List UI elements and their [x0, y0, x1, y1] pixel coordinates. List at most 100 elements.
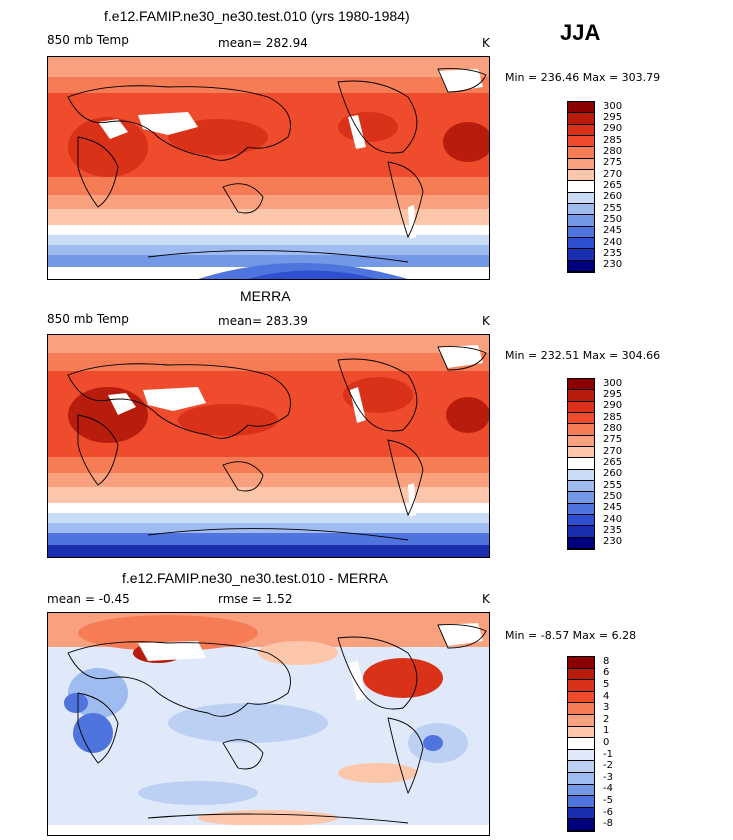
colorbar-swatch — [568, 390, 594, 402]
colorbar-swatch — [568, 469, 594, 481]
colorbar-swatch — [568, 181, 594, 193]
colorbar-swatch — [568, 515, 594, 527]
panel3-min-max: Min = -8.57 Max = 6.28 — [505, 629, 637, 642]
colorbar-tick-label: -4 — [603, 783, 613, 795]
colorbar-tick-label: -5 — [603, 795, 613, 806]
colorbar-swatch — [568, 773, 594, 785]
colorbar-swatch — [568, 102, 594, 114]
panel2-variable-label: 850 mb Temp — [47, 312, 129, 326]
colorbar-tick-label: 275 — [603, 434, 623, 446]
colorbar-swatch — [568, 113, 594, 125]
colorbar-swatch — [568, 691, 594, 704]
colorbar-swatch — [568, 147, 594, 159]
colorbar-swatch — [568, 761, 594, 773]
panel1-colorbar — [567, 101, 595, 273]
panel2-colorbar — [567, 378, 595, 550]
panel3-colorbar — [567, 656, 595, 832]
panel2-units-label: K — [482, 314, 490, 328]
colorbar-tick-label: -6 — [603, 806, 613, 818]
colorbar-swatch — [568, 401, 594, 413]
panel3-map — [47, 612, 490, 836]
colorbar-tick-label: 6 — [603, 667, 610, 679]
panel2-map — [47, 334, 490, 558]
colorbar-swatch — [568, 503, 594, 515]
colorbar-tick-label: 270 — [603, 168, 623, 180]
colorbar-tick-label: 275 — [603, 157, 623, 169]
colorbar-swatch — [568, 703, 594, 715]
colorbar-tick-label: 265 — [603, 180, 623, 191]
colorbar-swatch — [568, 807, 594, 820]
colorbar-swatch — [568, 537, 594, 549]
panel1-map — [47, 56, 490, 280]
colorbar-tick-label: 290 — [603, 400, 623, 412]
colorbar-swatch — [568, 738, 594, 750]
colorbar-swatch — [568, 215, 594, 227]
colorbar-swatch — [568, 379, 594, 391]
panel3-title: f.e12.FAMIP.ne30_ne30.test.010 - MERRA — [122, 570, 388, 586]
colorbar-swatch — [568, 481, 594, 493]
colorbar-swatch — [568, 192, 594, 204]
colorbar-tick-label: 245 — [603, 502, 623, 514]
colorbar-swatch — [568, 715, 594, 727]
colorbar-tick-label: 300 — [603, 377, 623, 389]
panel1-min-max: Min = 236.46 Max = 303.79 — [505, 71, 661, 84]
colorbar-tick-label: 250 — [603, 214, 623, 225]
colorbar-tick-label: -3 — [603, 771, 613, 783]
colorbar-tick-label: -1 — [603, 748, 613, 760]
colorbar-tick-label: 230 — [603, 259, 623, 271]
colorbar-tick-label: 245 — [603, 225, 623, 237]
panel1-mean-label: mean= 282.94 — [218, 36, 308, 50]
colorbar-tick-label: 250 — [603, 491, 623, 502]
colorbar-tick-label: 290 — [603, 123, 623, 135]
panel3-rmse-label: rmse = 1.52 — [218, 592, 293, 606]
colorbar-tick-label: 260 — [603, 468, 623, 480]
colorbar-tick-label: 280 — [603, 146, 623, 157]
panel2-title: MERRA — [240, 288, 291, 304]
colorbar-swatch — [568, 424, 594, 436]
colorbar-swatch — [568, 526, 594, 538]
panel2-min-max: Min = 232.51 Max = 304.66 — [505, 349, 661, 362]
colorbar-swatch — [568, 170, 594, 182]
colorbar-tick-label: 8 — [603, 655, 610, 667]
colorbar-swatch — [568, 784, 594, 797]
colorbar-swatch — [568, 680, 594, 692]
colorbar-swatch — [568, 260, 594, 272]
colorbar-tick-label: 265 — [603, 457, 623, 468]
colorbar-swatch — [568, 124, 594, 136]
colorbar-swatch — [568, 749, 594, 762]
panel1-units-label: K — [482, 36, 490, 50]
colorbar-tick-label: 230 — [603, 536, 623, 548]
colorbar-tick-label: 1 — [603, 725, 610, 737]
colorbar-tick-label: 0 — [603, 737, 610, 748]
colorbar-swatch — [568, 447, 594, 459]
colorbar-tick-label: -2 — [603, 760, 613, 772]
colorbar-swatch — [568, 435, 594, 447]
colorbar-tick-label: 295 — [603, 389, 623, 400]
colorbar-swatch — [568, 413, 594, 425]
colorbar-tick-label: 2 — [603, 713, 610, 725]
colorbar-tick-label: 235 — [603, 525, 623, 536]
colorbar-tick-label: 255 — [603, 479, 623, 491]
colorbar-tick-label: 235 — [603, 248, 623, 259]
colorbar-tick-label: 260 — [603, 191, 623, 203]
colorbar-swatch — [568, 136, 594, 148]
panel3-units-label: K — [482, 592, 490, 606]
colorbar-swatch — [568, 726, 594, 739]
colorbar-swatch — [568, 238, 594, 250]
colorbar-tick-label: 240 — [603, 513, 623, 525]
colorbar-tick-label: 270 — [603, 445, 623, 457]
season-label: JJA — [560, 20, 601, 45]
colorbar-swatch — [568, 249, 594, 261]
colorbar-tick-label: -8 — [603, 818, 613, 830]
colorbar-swatch — [568, 819, 594, 831]
colorbar-tick-label: 300 — [603, 100, 623, 112]
colorbar-swatch — [568, 657, 594, 669]
colorbar-tick-label: 3 — [603, 702, 610, 714]
colorbar-swatch — [568, 492, 594, 504]
panel1-title: f.e12.FAMIP.ne30_ne30.test.010 (yrs 1980… — [104, 8, 410, 24]
colorbar-tick-label: 240 — [603, 236, 623, 248]
colorbar-tick-label: 4 — [603, 690, 610, 702]
panel3-mean-label: mean = -0.45 — [47, 592, 130, 606]
colorbar-swatch — [568, 668, 594, 681]
colorbar-tick-label: 285 — [603, 134, 623, 146]
